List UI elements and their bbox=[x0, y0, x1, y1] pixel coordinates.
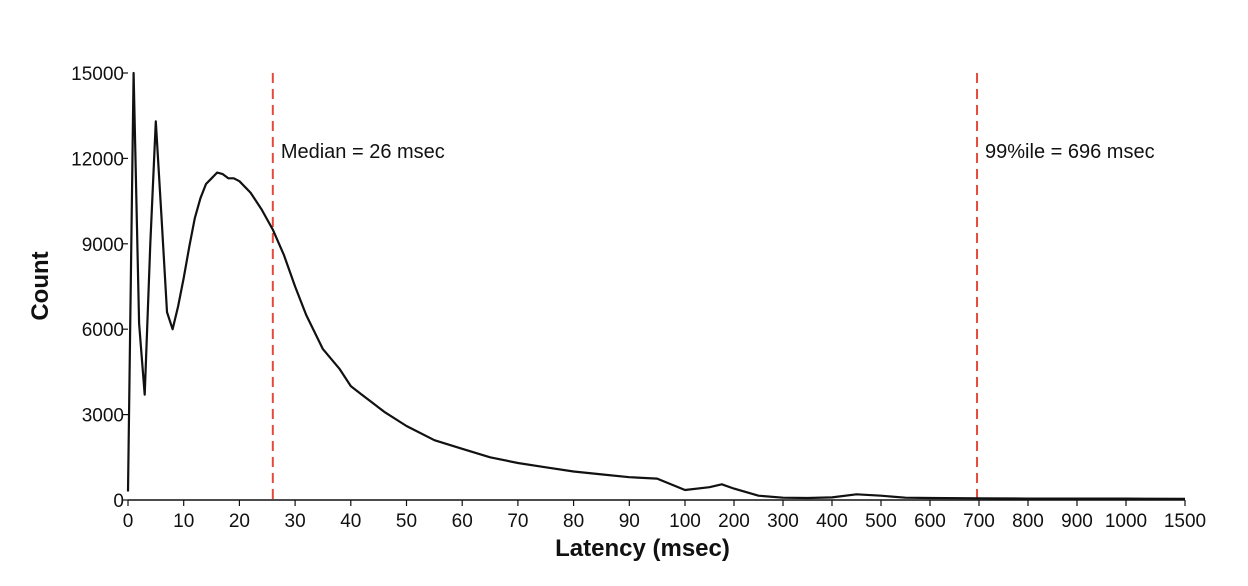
x-tick-label: 200 bbox=[718, 511, 750, 532]
x-tick-label: 1000 bbox=[1105, 511, 1147, 532]
x-tick-label: 800 bbox=[1012, 511, 1044, 532]
x-tick-label: 600 bbox=[914, 511, 946, 532]
x-tick-label: 100 bbox=[669, 511, 701, 532]
y-axis-title: Count bbox=[27, 251, 54, 320]
y-tick-label: 6000 bbox=[82, 320, 124, 341]
x-tick-label: 50 bbox=[396, 511, 417, 532]
annotation-label: Median = 26 msec bbox=[281, 141, 445, 163]
x-tick-label: 900 bbox=[1061, 511, 1093, 532]
x-tick-label: 60 bbox=[452, 511, 473, 532]
x-tick-label: 400 bbox=[816, 511, 848, 532]
x-tick-label: 500 bbox=[865, 511, 897, 532]
annotation-label: 99%ile = 696 msec bbox=[985, 141, 1155, 163]
x-tick-label: 0 bbox=[123, 511, 134, 532]
annotation-lines: Median = 26 msec 99%ile = 696 msec bbox=[271, 73, 1155, 500]
x-tick-label: 80 bbox=[563, 511, 584, 532]
x-tick-label: 300 bbox=[767, 511, 799, 532]
x-tick-label: 20 bbox=[229, 511, 250, 532]
x-tick-label: 700 bbox=[963, 511, 995, 532]
x-axis-ticks: 0 10 20 30 40 50 60 70 80 90 100 200 300 400 500 600 700… bbox=[123, 500, 1206, 532]
x-tick-label: 1500 bbox=[1164, 511, 1206, 532]
y-tick-label: 15000 bbox=[71, 64, 124, 85]
x-tick-label: 70 bbox=[507, 511, 528, 532]
y-axis-ticks: 0 3000 6000 9000 12000 15000 bbox=[71, 64, 128, 512]
y-tick-label: 0 bbox=[113, 491, 124, 512]
x-axis-title: Latency (msec) bbox=[555, 535, 730, 562]
y-tick-label: 3000 bbox=[82, 406, 124, 427]
latency-count-series-line bbox=[126, 71, 1186, 500]
x-tick-label: 40 bbox=[340, 511, 361, 532]
x-tick-label: 30 bbox=[285, 511, 306, 532]
y-tick-label: 12000 bbox=[71, 149, 124, 170]
x-tick-label: 90 bbox=[619, 511, 640, 532]
y-tick-label: 9000 bbox=[82, 235, 124, 256]
x-tick-label: 10 bbox=[173, 511, 194, 532]
